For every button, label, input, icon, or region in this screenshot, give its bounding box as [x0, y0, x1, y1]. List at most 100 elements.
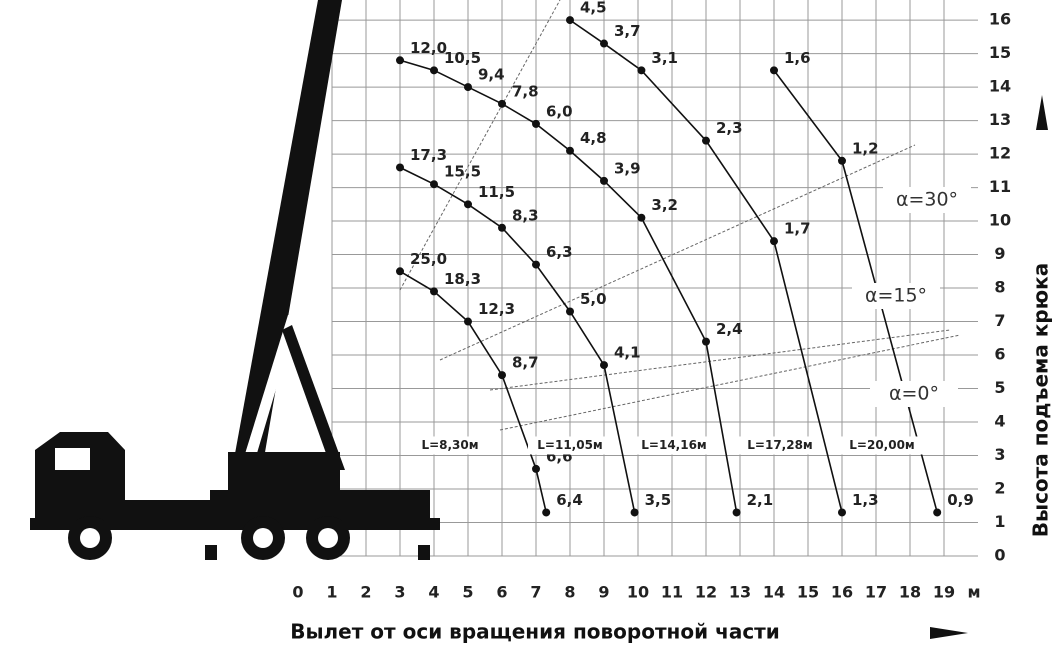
- y-tick-label: 4: [994, 412, 1005, 431]
- x-tick-label: 10: [627, 583, 649, 602]
- load-point: [637, 66, 645, 74]
- load-point: [532, 261, 540, 269]
- load-point: [933, 508, 941, 516]
- y-axis-title: Высота подъема крюка: [1029, 263, 1053, 538]
- x-tick-label: 7: [530, 583, 541, 602]
- load-point: [430, 287, 438, 295]
- load-label: 3,7: [614, 22, 641, 40]
- load-label: 3,2: [651, 196, 678, 214]
- load-point: [464, 200, 472, 208]
- load-label: 3,5: [645, 491, 672, 509]
- load-point: [532, 120, 540, 128]
- load-point: [770, 237, 778, 245]
- x-tick-label: 12: [695, 583, 717, 602]
- load-point: [637, 214, 645, 222]
- x-tick-label: 0: [292, 583, 303, 602]
- load-point: [838, 508, 846, 516]
- load-label: 2,3: [716, 119, 743, 137]
- load-label: 11,5: [478, 183, 515, 201]
- x-tick-label: 5: [462, 583, 473, 602]
- y-tick-label: 6: [994, 345, 1005, 364]
- y-tick-label: 13: [989, 110, 1011, 129]
- load-label: 8,3: [512, 206, 539, 224]
- load-label: 6,0: [546, 102, 573, 120]
- load-point: [542, 508, 550, 516]
- load-point: [600, 361, 608, 369]
- load-label: 18,3: [444, 270, 481, 288]
- x-tick-label: 1: [326, 583, 337, 602]
- load-label: 6,4: [556, 491, 583, 509]
- length-label: L=14,16м: [641, 438, 706, 452]
- angle-annotation: α=15°: [865, 285, 927, 307]
- x-tick-label: 9: [598, 583, 609, 602]
- y-tick-label: 3: [994, 445, 1005, 464]
- load-point: [498, 224, 506, 232]
- cab-window: [55, 448, 90, 470]
- load-label: 1,2: [852, 139, 879, 157]
- load-label: 1,3: [852, 491, 879, 509]
- hub: [318, 528, 338, 548]
- x-tick-label: 3: [394, 583, 405, 602]
- load-label: 4,8: [580, 129, 607, 147]
- load-label: 12,3: [478, 300, 515, 318]
- y-tick-label: 9: [994, 244, 1005, 263]
- load-point: [498, 100, 506, 108]
- load-label: 0,9: [947, 491, 974, 509]
- x-tick-label: 17: [865, 583, 887, 602]
- y-tick-label: 16: [989, 10, 1011, 29]
- length-label: L=8,30м: [421, 438, 478, 452]
- load-label: 12,0: [410, 39, 447, 57]
- load-label: 6,3: [546, 243, 573, 261]
- load-point: [566, 307, 574, 315]
- hub: [253, 528, 273, 548]
- y-tick-label: 15: [989, 43, 1011, 62]
- y-tick-label: 8: [994, 278, 1005, 297]
- load-point: [733, 508, 741, 516]
- x-tick-label: 19: [933, 583, 955, 602]
- load-label: 3,9: [614, 159, 641, 177]
- load-label: 4,5: [580, 0, 607, 17]
- hub: [80, 528, 100, 548]
- x-tick-label: 6: [496, 583, 507, 602]
- load-point: [770, 66, 778, 74]
- y-tick-label: 14: [989, 77, 1011, 96]
- load-point: [498, 371, 506, 379]
- load-label: 8,7: [512, 354, 539, 372]
- load-point: [396, 163, 404, 171]
- load-label: 2,1: [747, 491, 774, 509]
- x-arrow: [930, 627, 968, 639]
- y-tick-label: 2: [994, 479, 1005, 498]
- load-label: 7,8: [512, 82, 539, 100]
- load-label: 1,6: [784, 49, 811, 67]
- load-point: [532, 465, 540, 473]
- load-point: [838, 157, 846, 165]
- load-point: [566, 16, 574, 24]
- x-tick-label: 4: [428, 583, 439, 602]
- load-point: [600, 40, 608, 48]
- boom: [232, 0, 342, 470]
- outrigger: [205, 545, 217, 560]
- load-point: [396, 56, 404, 64]
- load-label: 17,3: [410, 146, 447, 164]
- x-tick-label: 18: [899, 583, 921, 602]
- load-label: 9,4: [478, 66, 505, 84]
- load-label: 4,1: [614, 344, 641, 362]
- x-axis-title: Вылет от оси вращения поворотной части: [290, 620, 780, 644]
- x-tick-label: 8: [564, 583, 575, 602]
- x-tick-label: 15: [797, 583, 819, 602]
- y-tick-label: 7: [994, 311, 1005, 330]
- x-tick-label: 16: [831, 583, 853, 602]
- y-tick-label: 0: [994, 546, 1005, 565]
- load-label: 10,5: [444, 49, 481, 67]
- load-point: [566, 147, 574, 155]
- x-tick-label: 14: [763, 583, 785, 602]
- load-point: [430, 180, 438, 188]
- crane-truck: [30, 0, 440, 560]
- strut: [282, 325, 345, 470]
- load-label: 1,7: [784, 220, 811, 238]
- length-label: L=17,28м: [747, 438, 812, 452]
- angle-annotation: α=30°: [896, 189, 958, 211]
- grid: [332, 0, 978, 556]
- load-label: 15,5: [444, 163, 481, 181]
- load-label: 25,0: [410, 250, 447, 268]
